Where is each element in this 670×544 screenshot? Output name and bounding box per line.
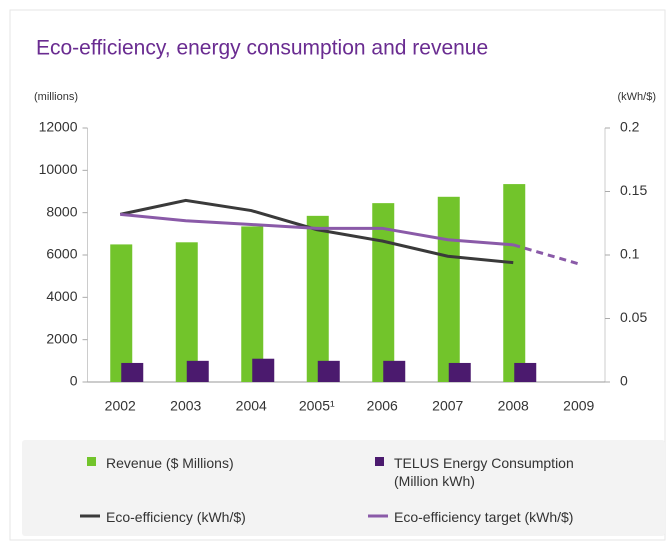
bar xyxy=(503,184,526,382)
bar xyxy=(252,358,275,382)
y-tick-label: 6000 xyxy=(46,246,77,262)
legend-label: Eco-efficiency (kWh/$) xyxy=(106,509,246,525)
bar xyxy=(514,362,537,382)
y-tick-label: 2000 xyxy=(46,330,77,346)
bar xyxy=(448,362,471,382)
bar xyxy=(317,360,340,382)
bar xyxy=(186,360,209,382)
y2-tick-label: 0.1 xyxy=(620,246,640,262)
y-tick-label: 10000 xyxy=(39,161,78,177)
bar xyxy=(306,215,329,382)
bar xyxy=(110,244,133,382)
x-tick-label: 2006 xyxy=(367,398,398,414)
legend-box xyxy=(22,440,665,536)
line xyxy=(120,212,514,247)
legend-label: Eco-efficiency target (kWh/$) xyxy=(394,509,574,525)
y2-tick-label: 0.15 xyxy=(620,182,647,198)
y-tick-label: 4000 xyxy=(46,288,77,304)
y2-tick-label: 0.2 xyxy=(620,119,640,135)
x-tick-label: 2005¹ xyxy=(299,398,335,414)
x-tick-label: 2007 xyxy=(432,398,463,414)
chart-title: Eco-efficiency, energy consumption and r… xyxy=(36,37,488,60)
bar xyxy=(241,226,264,382)
legend-swatch xyxy=(375,457,384,466)
y-axis-label: (millions) xyxy=(34,91,78,103)
y-tick-label: 0 xyxy=(70,373,78,389)
y2-axis-label: (kWh/$) xyxy=(618,91,657,103)
x-tick-label: 2003 xyxy=(170,398,201,414)
bar xyxy=(372,203,395,382)
y-tick-label: 12000 xyxy=(39,119,78,135)
y2-tick-label: 0.05 xyxy=(620,309,647,325)
x-tick-label: 2004 xyxy=(236,398,267,414)
legend-swatch xyxy=(87,457,96,466)
x-tick-label: 2008 xyxy=(498,398,529,414)
bar xyxy=(121,362,144,382)
legend-label: TELUS Energy Consumption (Million kWh) xyxy=(394,455,574,489)
bar xyxy=(437,196,460,382)
legend-label: Revenue ($ Millions) xyxy=(106,455,234,471)
y2-tick-label: 0 xyxy=(620,373,628,389)
x-tick-label: 2009 xyxy=(563,398,594,414)
bar xyxy=(383,360,406,382)
bar xyxy=(175,242,198,382)
x-tick-label: 2002 xyxy=(105,398,136,414)
y-tick-label: 8000 xyxy=(46,203,77,219)
